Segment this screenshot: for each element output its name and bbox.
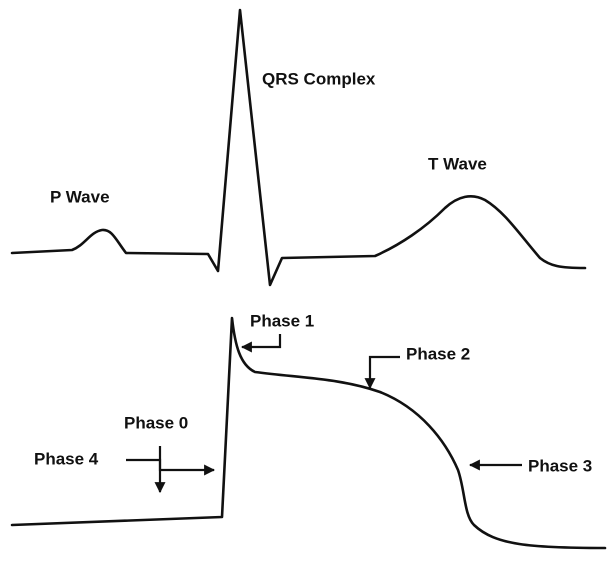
ecg-label: QRS Complex (262, 69, 376, 88)
ecg-label: T Wave (428, 154, 487, 173)
phase-label: Phase 0 (124, 413, 188, 432)
arrow (240, 334, 282, 353)
ecg-label: P Wave (50, 187, 110, 206)
action-potential-trace (10, 316, 607, 550)
ecg-trace (10, 8, 587, 287)
phase-label: Phase 2 (406, 344, 470, 363)
arrow (126, 458, 166, 494)
phase-label: Phase 3 (528, 456, 592, 475)
phase-label: Phase 4 (34, 449, 99, 468)
arrow (158, 446, 216, 476)
phase-label: Phase 1 (250, 311, 314, 330)
arrow (364, 355, 400, 390)
